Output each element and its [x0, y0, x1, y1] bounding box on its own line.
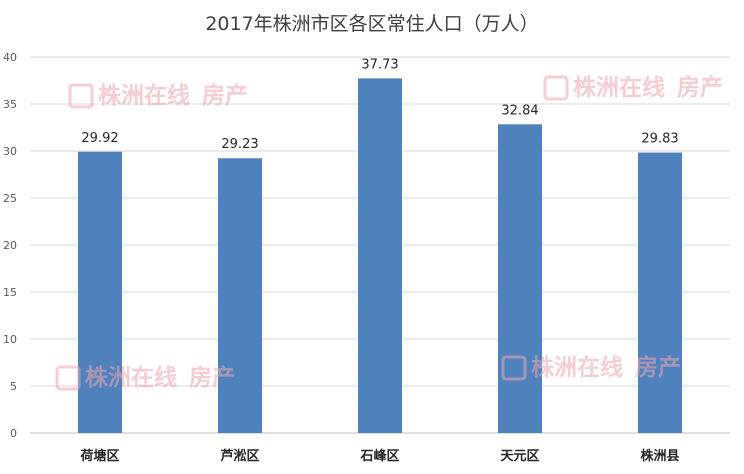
- watermark-logo: 株洲在线 房产: [68, 82, 248, 109]
- watermark-z-icon: [501, 355, 527, 381]
- y-tick-label: 0: [10, 427, 17, 440]
- y-tick-label: 30: [3, 145, 17, 158]
- watermark-text: 株洲在线: [85, 364, 177, 391]
- data-label: 37.73: [361, 57, 398, 72]
- bars: [78, 78, 682, 433]
- watermark-suffix: 房产: [635, 354, 681, 381]
- watermark-logo: 株洲在线 房产: [55, 364, 235, 391]
- watermark-suffix: 房产: [202, 82, 248, 109]
- category-label: 荷塘区: [79, 448, 119, 464]
- category-label: 天元区: [500, 449, 539, 464]
- data-labels: 29.92 29.23 37.73 32.84 29.83: [81, 57, 678, 152]
- y-tick-label: 40: [3, 51, 17, 64]
- y-tick-label: 20: [3, 239, 17, 252]
- category-label: 芦淞区: [220, 448, 259, 464]
- data-label: 29.23: [221, 137, 258, 152]
- chart-title: 2017年株洲市区各区常住人口（万人）: [205, 13, 538, 35]
- watermark-text: 株洲在线: [531, 354, 623, 381]
- y-axis-ticks: 0 5 10 15 20 25 30 35 40: [3, 51, 17, 440]
- watermark-logo: 株洲在线 房产: [543, 74, 723, 101]
- watermark-z-icon: [55, 365, 81, 391]
- category-label: 石峰区: [359, 448, 399, 464]
- data-label: 29.92: [81, 131, 118, 146]
- y-tick-label: 35: [3, 98, 17, 111]
- watermark-logo: 株洲在线 房产: [501, 354, 681, 381]
- data-label: 29.83: [641, 132, 678, 147]
- category-label: 株洲县: [640, 448, 679, 464]
- y-tick-label: 10: [3, 333, 17, 346]
- bar: [498, 124, 542, 433]
- bar: [78, 151, 122, 433]
- y-tick-label: 5: [10, 380, 17, 393]
- bar: [358, 78, 402, 433]
- watermark-z-icon: [68, 83, 94, 109]
- watermark-z-icon: [543, 75, 569, 101]
- y-tick-label: 25: [3, 192, 17, 205]
- bar: [218, 158, 262, 433]
- x-axis-categories: 荷塘区 芦淞区 石峰区 天元区 株洲县: [79, 448, 679, 464]
- y-tick-label: 15: [3, 286, 17, 299]
- watermark-text: 株洲在线: [98, 82, 190, 109]
- watermark-suffix: 房产: [189, 364, 235, 391]
- bar: [638, 152, 682, 433]
- watermark-text: 株洲在线: [573, 74, 665, 101]
- data-label: 32.84: [501, 103, 538, 118]
- watermark-suffix: 房产: [677, 74, 723, 101]
